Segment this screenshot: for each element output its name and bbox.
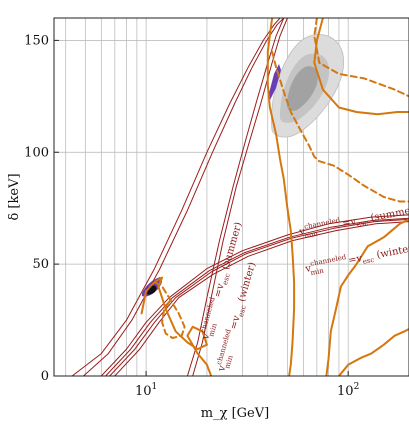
y-tick-label: 0 [41,369,49,384]
x-tick-label: 101 [135,382,157,399]
x-axis-label: m_χ [GeV] [201,406,269,421]
annotation-winter_lower: vchanneledmin=vesc (winter) [303,240,409,279]
series-limit-dashed-right [271,50,409,203]
series-limit-solid-main [266,18,296,376]
series-limit-solid-left [140,276,213,376]
y-tick-label: 100 [24,145,49,160]
plot-frame [53,17,409,377]
x-tick-label: 102 [337,382,359,399]
annotation-winter_upper: vchanneledmin=vesc (winter) [213,260,261,375]
allowed-region-inner [287,66,318,111]
y-tick-label: 50 [32,257,49,272]
series-limit-solid-far [325,218,409,376]
curves [71,18,409,376]
series-escape-lower-summer-2 [109,218,409,376]
y-axis-label: δ [keV] [7,173,22,220]
annotation-summer_lower: vchanneledmin=vesc (summer) [297,201,409,241]
series-limit-dashed-left [153,281,186,339]
series-escape-lower-summer [100,214,409,376]
series-escape-lower-winter [105,217,409,376]
series-limit-solid-bottom [337,328,409,376]
y-tick-label: 150 [24,33,49,48]
axis-labels: m_χ [GeV] δ [keV] [7,173,269,421]
series-escape-lower-winter-2 [114,221,409,376]
series-limit-dashed-upper [313,18,409,98]
ticks: 0 50 100 150 101 102 [24,33,359,399]
series-escape-summer-upper [71,18,281,376]
series-escape-winter-upper-2 [192,18,288,376]
series-escape-winter-upper [186,18,285,376]
